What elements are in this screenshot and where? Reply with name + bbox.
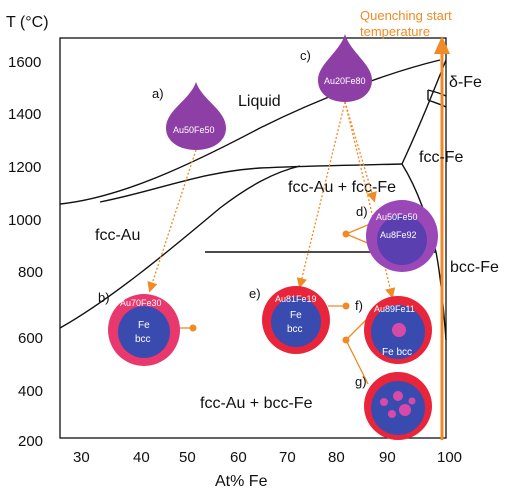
y-tick-label: 600 xyxy=(18,330,43,347)
y-tick-label: 1200 xyxy=(8,159,41,176)
x-tick-label: 50 xyxy=(179,449,196,466)
particle-d-composition-2: Au8Fe92 xyxy=(380,230,417,240)
x-tick-label: 100 xyxy=(437,449,462,466)
transformation-arrows xyxy=(147,101,396,299)
region-fcc-au-fcc-fe: fcc-Au + fcc-Fe xyxy=(288,179,396,196)
region-delta-fe: δ-Fe xyxy=(449,74,482,91)
label-b: b) xyxy=(98,290,110,305)
particle-g-inclusions xyxy=(380,391,416,418)
particle-e-phase-2: bcc xyxy=(287,324,303,335)
label-d: d) xyxy=(356,204,368,219)
particle-g-core xyxy=(371,381,425,435)
region-fcc-au: fcc-Au xyxy=(95,227,140,244)
label-g: g) xyxy=(355,374,367,389)
quench-label-line1: Quenching start xyxy=(360,8,452,23)
particle-f-composition: Au89Fe11 xyxy=(374,304,415,314)
particle-f-inclusion xyxy=(392,323,406,337)
particle-b-core xyxy=(118,306,170,358)
y-tick-label: 400 xyxy=(18,383,43,400)
x-axis-title: At% Fe xyxy=(215,473,268,490)
y-tick-label: 1600 xyxy=(8,54,41,71)
particle-f-phase: Fe bcc xyxy=(382,347,412,358)
particle-e-composition: Au81Fe19 xyxy=(275,294,317,304)
label-e: e) xyxy=(249,286,261,301)
solidus-curve xyxy=(99,163,403,203)
quench-label-line2: temperature xyxy=(360,24,430,39)
x-tick-label: 60 xyxy=(230,449,247,466)
arrow-a-to-b xyxy=(147,149,197,293)
connector-dot xyxy=(342,302,350,310)
label-c: c) xyxy=(300,48,311,63)
x-tick-label: 90 xyxy=(379,449,396,466)
delta-fe-boundary-2 xyxy=(427,99,447,108)
plot-frame xyxy=(59,37,447,439)
y-tick-label: 800 xyxy=(18,264,43,281)
fcc-au-solvus xyxy=(59,165,301,329)
droplet-c xyxy=(318,34,372,102)
connector-dot xyxy=(342,336,350,344)
x-tick-label: 40 xyxy=(133,449,150,466)
connector-dot xyxy=(189,324,197,332)
x-tick-label: 70 xyxy=(279,449,296,466)
liquidus-curve xyxy=(59,59,441,205)
connector-dot xyxy=(342,230,350,238)
particle-d-core xyxy=(377,215,427,265)
particle-d-composition-1: Au50Fe50 xyxy=(376,212,418,222)
region-bcc-fe: bcc-Fe xyxy=(450,259,499,276)
region-fcc-fe: fcc-Fe xyxy=(419,149,464,166)
y-tick-label: 1000 xyxy=(8,212,41,229)
arrow-c-to-e xyxy=(296,101,346,289)
label-a: a) xyxy=(152,86,164,101)
quench-arrow-head xyxy=(434,36,450,54)
droplet-a-composition: Au50Fe50 xyxy=(173,125,215,135)
delta-fe-boundary-1 xyxy=(427,89,447,97)
particle-b-composition: Au70Fe30 xyxy=(120,298,162,308)
arrow-c-to-d xyxy=(344,101,377,203)
droplet-c-composition: Au20Fe80 xyxy=(324,76,366,86)
y-axis-title: T (°C) xyxy=(6,14,49,31)
arrow-c-to-f xyxy=(344,101,396,299)
droplet-a xyxy=(166,82,226,150)
particle-b-phase-2: bcc xyxy=(135,334,151,345)
y-tick-label: 200 xyxy=(18,433,43,450)
y-tick-label: 1400 xyxy=(8,106,41,123)
particle-e-core xyxy=(271,297,321,347)
particle-b-phase-1: Fe xyxy=(138,320,150,331)
x-tick-label: 30 xyxy=(73,449,90,466)
label-f: f) xyxy=(355,298,363,313)
region-liquid: Liquid xyxy=(238,93,281,110)
region-fcc-au-bcc-fe: fcc-Au + bcc-Fe xyxy=(200,395,313,412)
particle-e-phase-1: Fe xyxy=(290,310,302,321)
x-tick-label: 80 xyxy=(328,449,345,466)
